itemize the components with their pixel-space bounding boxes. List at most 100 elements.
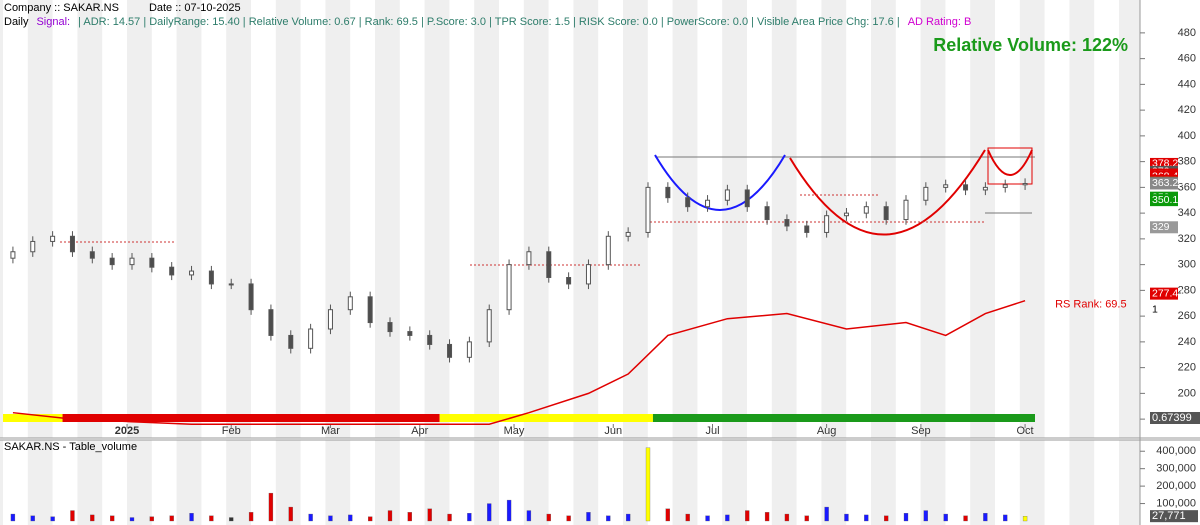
candle-body bbox=[387, 322, 393, 333]
candle-body bbox=[982, 186, 988, 191]
y-tick-label: 280 bbox=[1178, 284, 1196, 296]
y-tick-label: 200 bbox=[1178, 387, 1196, 399]
y-tick-label: 340 bbox=[1178, 207, 1196, 219]
y-tick-label: 420 bbox=[1178, 104, 1196, 116]
volume-label: 27,771 bbox=[1152, 510, 1186, 522]
volume-bar bbox=[50, 516, 55, 522]
candle-body bbox=[89, 251, 95, 259]
volume-bar bbox=[30, 515, 35, 522]
candle-body bbox=[288, 334, 294, 349]
volume-bar bbox=[288, 506, 293, 522]
price-label-box bbox=[1150, 221, 1178, 234]
volume-bar bbox=[526, 510, 532, 522]
volume-bar bbox=[903, 513, 909, 522]
candle-body bbox=[685, 197, 691, 208]
candle-body bbox=[466, 341, 472, 358]
y-tick-label: 380 bbox=[1178, 156, 1196, 168]
volume-bar bbox=[506, 499, 512, 522]
signal-band bbox=[439, 414, 653, 422]
rs-line bbox=[12, 299, 1026, 426]
y-tick-label: 300,000 bbox=[1156, 463, 1196, 475]
candle-body bbox=[744, 189, 750, 208]
candle-body bbox=[784, 219, 790, 227]
volume-bar bbox=[110, 515, 115, 522]
chart-title: Relative Volume: 122% bbox=[933, 35, 1128, 55]
volume-bar bbox=[387, 510, 393, 522]
candle-body bbox=[308, 328, 314, 349]
volume-bar bbox=[268, 492, 274, 522]
volume-bar bbox=[308, 513, 313, 522]
signal-band bbox=[652, 414, 1035, 422]
y-tick-label: 220 bbox=[1178, 362, 1196, 374]
candle-body bbox=[645, 186, 651, 233]
volume-bar bbox=[844, 513, 849, 522]
y-tick-label: 240 bbox=[1178, 336, 1196, 348]
candle-body bbox=[665, 186, 671, 199]
y-tick-label: 360 bbox=[1178, 181, 1196, 193]
volume-bar bbox=[1003, 514, 1008, 522]
volume-bar bbox=[645, 447, 651, 522]
header-item: Date :: 07-10-2025 bbox=[149, 2, 241, 14]
y-tick-label: 260 bbox=[1178, 310, 1196, 322]
candle-body bbox=[10, 251, 16, 259]
price-label: 329 bbox=[1152, 221, 1170, 233]
volume-bar bbox=[70, 510, 75, 522]
candle-body bbox=[30, 240, 36, 253]
volume-bar bbox=[546, 513, 551, 522]
volume-label-box bbox=[1150, 510, 1198, 523]
candle-body bbox=[129, 257, 135, 266]
signal-band bbox=[3, 414, 63, 422]
header-item: | ADR: 14.57 | DailyRange: 15.40 | Relat… bbox=[78, 16, 900, 28]
candle-body bbox=[69, 235, 75, 253]
band-label: 0.67399 bbox=[1152, 412, 1192, 424]
candle-body bbox=[903, 199, 909, 221]
header-line: Company :: SAKAR.NS Date :: 07-10-2025 bbox=[4, 2, 241, 14]
x-tick-label: Mar bbox=[321, 425, 340, 437]
candle-body bbox=[585, 264, 591, 285]
volume-bar bbox=[447, 513, 452, 522]
rs-label: RS Rank: 69.5 bbox=[1055, 299, 1127, 311]
y-tick-label: 100,000 bbox=[1156, 497, 1196, 509]
candle-body bbox=[804, 225, 810, 233]
candle-body bbox=[109, 257, 115, 266]
volume-bar bbox=[923, 510, 928, 522]
cup-arc bbox=[654, 154, 786, 211]
volume-bar bbox=[368, 516, 373, 522]
candle-body bbox=[407, 331, 413, 336]
volume-bar bbox=[665, 508, 670, 522]
header-item: Daily bbox=[4, 16, 29, 28]
background-stripes bbox=[0, 0, 1140, 438]
header-item: AD Rating: B bbox=[908, 16, 972, 28]
x-tick-label: Sep bbox=[911, 425, 931, 437]
x-tick-label: Feb bbox=[222, 425, 241, 437]
candle-body bbox=[963, 184, 969, 191]
candle-body bbox=[843, 212, 849, 217]
handle-box bbox=[987, 147, 1033, 185]
volume-bar bbox=[487, 503, 492, 522]
price-label: 363.2 bbox=[1152, 177, 1178, 189]
candle-body bbox=[149, 257, 155, 268]
cup-arc bbox=[789, 149, 986, 236]
volume-bar bbox=[189, 513, 194, 522]
candle-body bbox=[189, 270, 195, 276]
x-tick-label: Aug bbox=[817, 425, 837, 437]
y-tick-label: 480 bbox=[1178, 27, 1196, 39]
y-tick-label: 200,000 bbox=[1156, 480, 1196, 492]
volume-bar bbox=[248, 512, 254, 522]
candle-body bbox=[427, 334, 433, 345]
volume-bar bbox=[963, 515, 968, 522]
header-item: Company :: SAKAR.NS bbox=[4, 2, 119, 14]
price-label-box bbox=[1150, 287, 1178, 300]
volume-bar bbox=[566, 515, 571, 522]
candle-body bbox=[486, 309, 492, 343]
volume-bar bbox=[229, 517, 234, 522]
x-tick-label: Jul bbox=[705, 425, 719, 437]
candle-body bbox=[367, 296, 373, 324]
volume-bar bbox=[824, 506, 829, 522]
candle-body bbox=[764, 206, 770, 221]
x-tick-label: May bbox=[504, 425, 525, 437]
candle-body bbox=[506, 264, 512, 311]
volume-bar bbox=[328, 515, 333, 522]
volume-bar bbox=[10, 513, 16, 522]
